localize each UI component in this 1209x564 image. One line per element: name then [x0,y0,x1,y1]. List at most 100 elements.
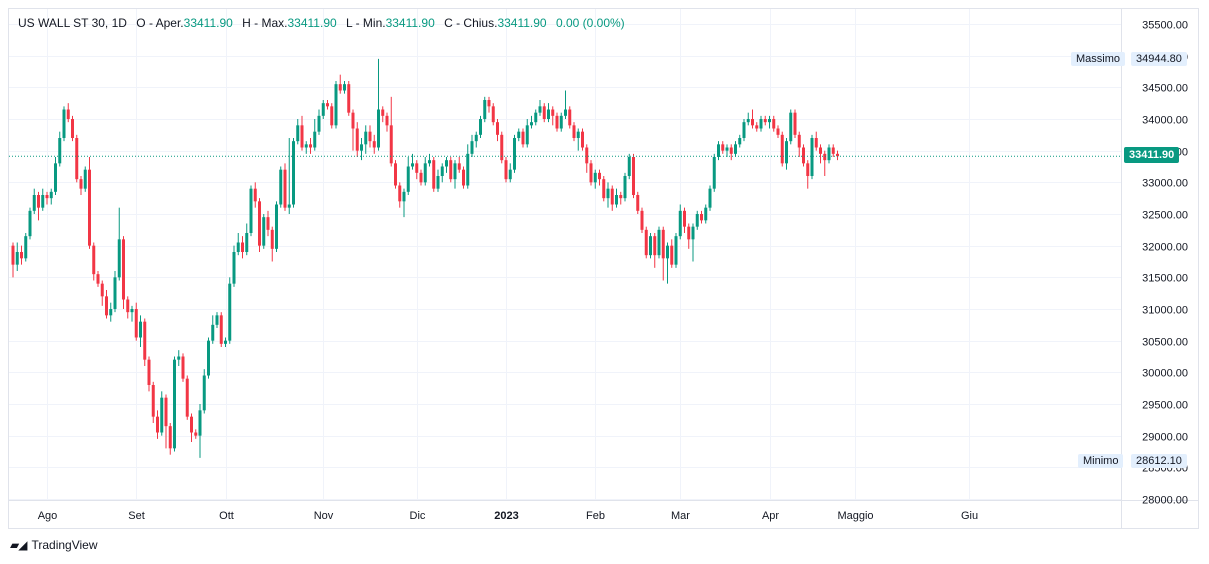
candle-body [729,147,733,154]
candle-body [207,340,210,376]
candle [385,112,389,132]
candle-body [627,157,631,176]
candle [364,125,368,154]
candle [793,109,797,138]
candle-body [534,112,538,123]
candle-body [517,131,521,138]
candle-body [258,201,261,246]
candle-body [326,103,329,107]
candle [351,109,355,151]
price-axis[interactable]: 35500.0035000.0034500.0034000.0033500.00… [1142,20,1188,507]
time-axis[interactable]: Ago Set Ott Nov Dic 2023 Feb Mar Apr Maggio Giu [38,510,978,522]
candle [423,157,427,186]
candle-body [721,144,725,151]
candle-body [678,210,682,237]
candle [474,131,478,148]
candle-body [190,416,193,433]
candle [538,100,542,116]
candle-body [100,283,104,297]
candle [275,201,278,252]
candle [453,160,457,189]
candle [309,138,312,154]
candle-body [789,112,793,142]
candle [653,233,657,268]
candle [593,169,597,189]
candle [62,106,66,142]
candle-body [619,195,623,199]
candle [432,157,436,192]
candle [530,115,533,129]
candle-body [700,214,703,221]
candle-body [134,309,138,338]
candle [525,119,529,148]
candle [644,226,648,259]
candle-body [105,296,108,316]
candle [755,122,759,132]
candle-body [130,309,134,313]
candle [28,207,32,240]
candle [147,356,151,392]
candle-body [466,153,470,186]
candle-body [139,321,142,338]
candle-body [211,324,215,341]
candle [734,141,737,157]
candle-body [92,245,96,275]
candle [224,337,227,347]
candle [406,157,410,195]
candle [130,305,134,322]
candle-body [321,103,325,116]
candle [168,423,172,455]
candle-body [763,119,767,123]
candle [606,182,610,208]
candle [776,125,780,138]
time-tick-label: Maggio [837,510,873,522]
candle-body [96,274,100,284]
candle [568,106,572,129]
candle [419,169,423,186]
candle [738,134,742,148]
candle [785,138,788,170]
candle [555,112,559,132]
candle-body [419,172,423,183]
candle-body [530,122,533,126]
candle [173,356,176,452]
candle [534,109,538,126]
candle-body [440,166,444,176]
candle [164,394,168,449]
high-marker-value: 34944.80 [1131,52,1187,66]
brand-logo[interactable]: ▰◢ TradingView [10,538,98,552]
candle-body [228,283,232,341]
low-marker-value: 28612.10 [1131,454,1187,468]
price-tick-label: 29000.00 [1142,432,1188,444]
candle [632,153,635,199]
candle [487,96,491,113]
candle [428,153,431,167]
time-tick-label: Dic [410,510,426,522]
candle [547,103,550,123]
candle-body [449,160,453,180]
candle [491,103,495,126]
candle-body [411,163,414,167]
symbol-title[interactable]: US WALL ST 30, 1D [18,16,127,30]
candle [96,271,100,287]
candle [368,125,372,148]
candle [581,128,584,151]
candle-body [513,138,516,170]
candle-body [636,195,640,211]
candle-body [589,163,593,183]
candle-body [296,125,300,142]
candle-body [780,134,784,164]
candle-body [151,385,155,417]
candle-body [236,242,240,252]
candle [674,233,678,268]
candle [58,131,62,167]
candle [806,160,810,189]
candle [657,226,661,259]
candle-body [551,109,555,116]
time-tick-label: Ott [219,510,234,522]
candle [504,157,508,183]
candle [185,375,189,420]
time-tick-label: Apr [762,510,779,522]
candle-body [823,153,827,161]
